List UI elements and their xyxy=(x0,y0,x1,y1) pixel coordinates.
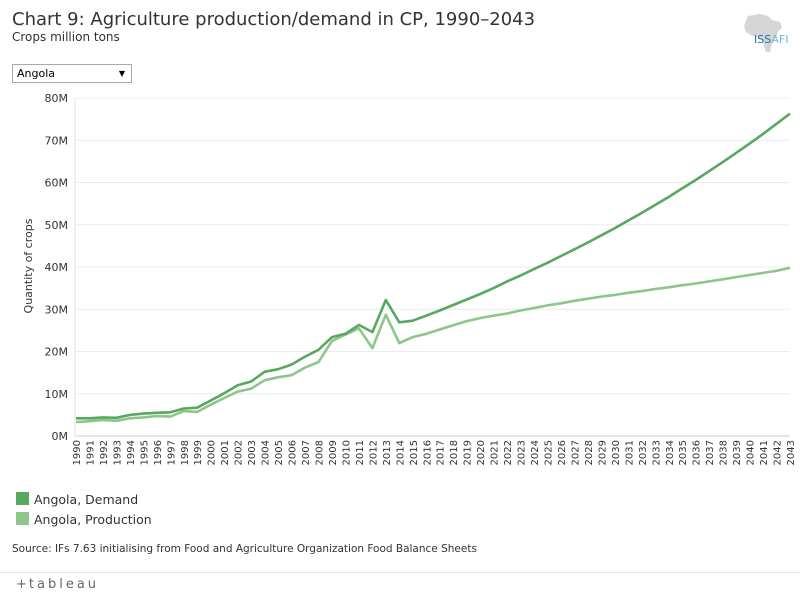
country-filter-dropdown[interactable]: Angola ▼ xyxy=(12,64,132,83)
country-filter-value: Angola xyxy=(17,67,56,80)
logo-text: ISSAFI xyxy=(754,33,789,46)
tableau-logo-link[interactable]: + tableau xyxy=(16,577,99,592)
x-tick-label: 1991 xyxy=(85,440,96,465)
x-axis-ticks: 1990 1991 1992 1993 1994 1995 1996 1997 1998 1999… xyxy=(72,440,797,465)
y-axis-ticks: 0M 10M 20M 30M 40M 50M 60M 70M 80M xyxy=(45,92,69,443)
x-tick-label: 2021 xyxy=(490,440,501,465)
x-tick-label: 2024 xyxy=(530,440,541,465)
x-tick-label: 2027 xyxy=(570,440,581,465)
legend-label-production: Angola, Production xyxy=(34,512,152,527)
tableau-plus-icon: + xyxy=(16,577,27,592)
x-tick-label: 2026 xyxy=(557,440,568,465)
x-tick-label: 2038 xyxy=(719,440,730,465)
series-line-angola-demand[interactable] xyxy=(76,112,791,420)
x-tick-label: 2022 xyxy=(503,440,514,465)
legend-swatch-production xyxy=(16,512,29,525)
x-tick-label: 2034 xyxy=(665,440,676,465)
x-tick-label: 2023 xyxy=(517,440,528,465)
x-tick-label: 2010 xyxy=(341,440,352,465)
y-tick-label: 30M xyxy=(45,303,69,316)
x-tick-label: 2012 xyxy=(368,440,379,465)
tableau-footer: + tableau xyxy=(0,572,800,601)
y-tick-label: 80M xyxy=(45,92,69,105)
y-axis-label: Quantity of crops xyxy=(22,218,35,313)
x-tick-label: 2011 xyxy=(355,440,366,465)
x-tick-label: 2004 xyxy=(261,440,272,465)
x-tick-label: 2000 xyxy=(207,440,218,465)
x-tick-label: 1996 xyxy=(153,440,164,465)
legend-label-demand: Angola, Demand xyxy=(34,492,139,507)
chart-series xyxy=(75,112,791,424)
y-tick-label: 60M xyxy=(45,177,69,190)
x-tick-label: 1995 xyxy=(139,440,150,465)
x-tick-label: 2017 xyxy=(436,440,447,465)
triangle-down-icon[interactable]: ▼ xyxy=(118,69,125,78)
x-tick-label: 2015 xyxy=(409,440,420,465)
x-tick-label: 2043 xyxy=(786,440,797,465)
x-tick-label: 1993 xyxy=(112,440,123,465)
x-tick-label: 1997 xyxy=(166,440,177,465)
x-tick-label: 2031 xyxy=(624,440,635,465)
x-tick-label: 2029 xyxy=(597,440,608,465)
chart-subtitle: Crops million tons xyxy=(12,30,120,44)
x-tick-label: 2037 xyxy=(705,440,716,465)
x-tick-label: 1990 xyxy=(72,440,83,465)
x-tick-label: 2013 xyxy=(382,440,393,465)
y-tick-label: 20M xyxy=(45,346,69,359)
x-tick-label: 2025 xyxy=(544,440,555,465)
x-tick-label: 2035 xyxy=(678,440,689,465)
x-tick-label: 2030 xyxy=(611,440,622,465)
y-tick-label: 70M xyxy=(45,134,69,147)
x-tick-label: 2006 xyxy=(288,440,299,465)
x-tick-label: 2040 xyxy=(746,440,757,465)
x-tick-label: 1992 xyxy=(99,440,110,465)
x-tick-label: 2032 xyxy=(638,440,649,465)
x-tick-label: 2001 xyxy=(220,440,231,465)
x-tick-label: 1998 xyxy=(180,440,191,465)
y-tick-label: 40M xyxy=(45,261,69,274)
x-tick-label: 2009 xyxy=(328,440,339,465)
x-tick-label: 2028 xyxy=(584,440,595,465)
x-tick-label: 2005 xyxy=(274,440,285,465)
x-tick-label: 2039 xyxy=(732,440,743,465)
legend-item-demand[interactable]: Angola, Demand xyxy=(16,490,152,510)
africa-map-icon xyxy=(744,14,782,52)
x-tick-label: 2019 xyxy=(463,440,474,465)
legend: Angola, Demand Angola, Production xyxy=(16,490,152,530)
series-line-angola-production[interactable] xyxy=(75,266,791,424)
x-tick-label: 2033 xyxy=(651,440,662,465)
x-tick-label: 2018 xyxy=(449,440,460,465)
x-tick-label: 1999 xyxy=(193,440,204,465)
x-tick-label: 2008 xyxy=(314,440,325,465)
x-tick-label: 2016 xyxy=(422,440,433,465)
x-tick-label: 2036 xyxy=(692,440,703,465)
x-tick-label: 2003 xyxy=(247,440,258,465)
logo-main-text: ISS xyxy=(754,33,772,46)
tableau-wordmark: tableau xyxy=(28,577,100,592)
x-tick-label: 1994 xyxy=(126,440,137,465)
legend-item-production[interactable]: Angola, Production xyxy=(16,510,152,530)
y-tick-label: 0M xyxy=(52,430,69,443)
chart-gridlines xyxy=(74,97,790,437)
y-tick-label: 10M xyxy=(45,388,69,401)
y-tick-label: 50M xyxy=(45,219,69,232)
source-note: Source: IFs 7.63 initialising from Food … xyxy=(12,543,477,555)
logo-secondary-text: AFI xyxy=(771,33,789,46)
x-tick-label: 2041 xyxy=(759,440,770,465)
chart-title: Chart 9: Agriculture production/demand i… xyxy=(12,9,536,30)
x-tick-label: 2014 xyxy=(395,440,406,465)
legend-swatch-demand xyxy=(16,492,29,505)
x-tick-label: 2042 xyxy=(773,440,784,465)
x-tick-label: 2002 xyxy=(234,440,245,465)
x-tick-label: 2007 xyxy=(301,440,312,465)
x-tick-label: 2020 xyxy=(476,440,487,465)
